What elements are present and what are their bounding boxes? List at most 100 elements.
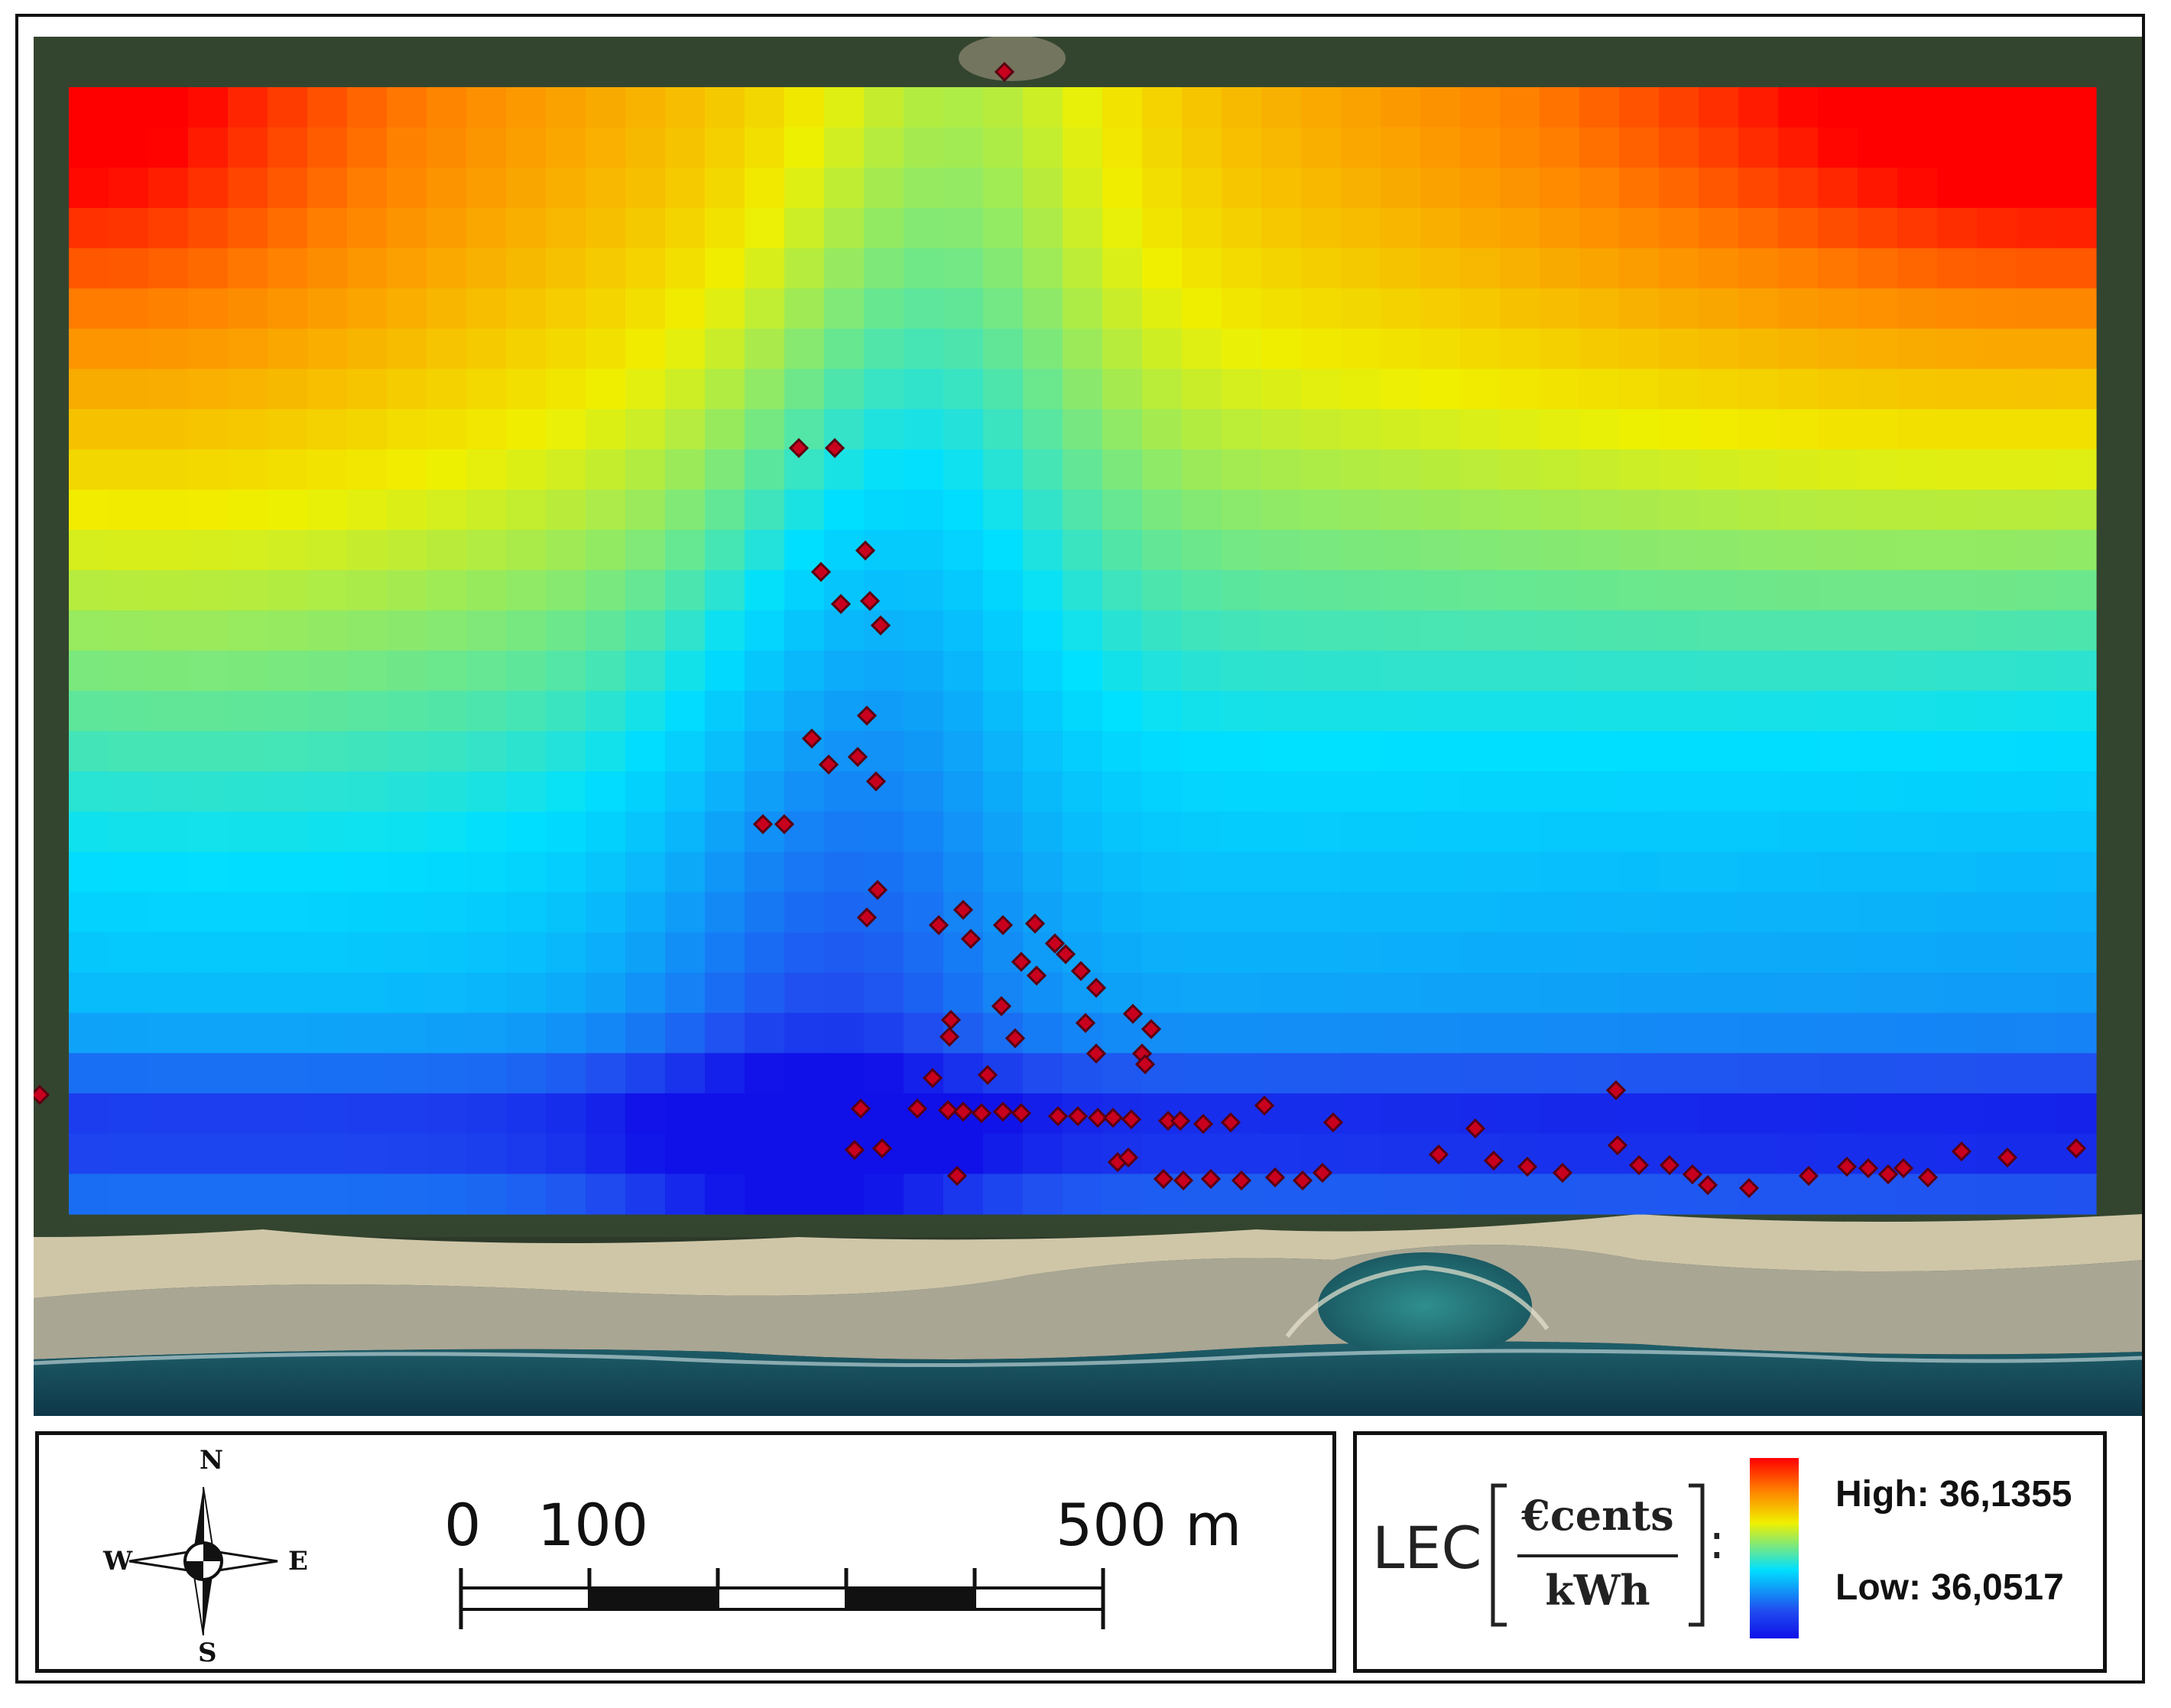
turbine-point[interactable] [1682,1164,1703,1185]
map-view[interactable] [34,37,2142,1416]
turbine-point[interactable] [1055,943,1076,965]
turbine-point[interactable] [1026,965,1047,986]
turbine-point[interactable] [992,914,1014,936]
turbine-point[interactable] [1428,1144,1449,1165]
turbine-point[interactable] [830,593,852,615]
raster-cell [1460,248,1501,289]
turbine-point[interactable] [1917,1167,1939,1188]
turbine-point[interactable] [1628,1154,1650,1176]
turbine-point[interactable] [952,899,974,921]
turbine-point[interactable] [928,914,949,936]
turbine-point[interactable] [1102,1107,1124,1128]
turbine-point[interactable] [871,1138,893,1159]
turbine-point[interactable] [946,1165,968,1187]
turbine-point[interactable] [977,1064,998,1086]
turbine-point[interactable] [1067,1106,1089,1127]
turbine-point[interactable] [1322,1112,1344,1133]
raster-cell [943,852,984,893]
raster-cell [307,891,348,934]
turbine-point[interactable] [844,1139,865,1161]
turbine-point[interactable] [1200,1168,1222,1190]
turbine-point[interactable] [992,1101,1014,1122]
turbine-point[interactable] [1858,1158,1879,1179]
turbine-point[interactable] [1264,1167,1286,1188]
turbine-point[interactable] [1011,1102,1032,1124]
raster-cell [1301,610,1342,651]
turbine-point[interactable] [1220,1112,1241,1133]
raster-cell [228,852,268,893]
turbine-point[interactable] [991,995,1012,1017]
turbine-point[interactable] [1231,1170,1252,1191]
turbine-point[interactable] [1193,1113,1214,1135]
turbine-point[interactable] [801,728,823,749]
turbine-point[interactable] [1118,1147,1139,1168]
turbine-point[interactable] [870,615,891,636]
turbine-point[interactable] [922,1067,943,1089]
turbine-point[interactable] [1153,1168,1174,1190]
turbine-point[interactable] [1836,1156,1858,1177]
turbine-point[interactable] [788,437,810,459]
turbine-point[interactable] [939,1026,960,1047]
turbine-point[interactable] [2066,1138,2087,1159]
turbine-point[interactable] [1086,977,1107,998]
turbine-point[interactable] [1697,1174,1718,1196]
turbine-point[interactable] [1044,933,1066,954]
turbine-point[interactable] [856,705,878,726]
raster-cell [228,973,268,1014]
turbine-point[interactable] [1086,1043,1107,1064]
turbine-point[interactable] [937,1099,959,1121]
turbine-point[interactable] [1024,913,1046,934]
turbine-point[interactable] [818,754,839,775]
turbine-point[interactable] [850,1098,871,1119]
turbine-point[interactable] [1075,1012,1096,1034]
turbine-point[interactable] [865,771,887,792]
turbine-point[interactable] [1738,1177,1760,1199]
turbine-point[interactable] [1659,1154,1680,1176]
turbine-point[interactable] [855,540,876,561]
turbine-point[interactable] [1134,1054,1156,1075]
raster-cell [268,852,308,893]
turbine-point[interactable] [1312,1162,1333,1184]
turbine-point[interactable] [1465,1118,1486,1139]
turbine-point[interactable] [1798,1165,1819,1187]
turbine-point[interactable] [1607,1135,1628,1156]
raster-cell [347,852,388,893]
turbine-point[interactable] [994,61,1015,83]
turbine-point[interactable] [1552,1162,1573,1184]
turbine-point[interactable] [952,1101,974,1122]
turbine-point[interactable] [859,590,881,612]
turbine-point[interactable] [1483,1150,1504,1171]
turbine-point[interactable] [1517,1156,1538,1177]
turbine-point[interactable] [1121,1109,1142,1130]
turbine-point[interactable] [960,928,982,950]
turbine-point[interactable] [971,1102,992,1124]
turbine-point[interactable] [1254,1095,1275,1116]
turbine-point[interactable] [1087,1107,1108,1128]
turbine-point[interactable] [1951,1141,1972,1162]
turbine-point[interactable] [867,879,888,901]
turbine-point[interactable] [824,437,845,459]
turbine-point[interactable] [1011,951,1032,973]
raster-cell [1778,530,1819,571]
turbine-point[interactable] [752,813,774,835]
turbine-point[interactable] [1877,1164,1899,1185]
turbine-point[interactable] [1047,1106,1069,1127]
turbine-point[interactable] [1141,1018,1162,1040]
turbine-point[interactable] [1070,960,1092,982]
turbine-point[interactable] [774,813,795,835]
turbine-point[interactable] [1170,1110,1191,1132]
turbine-point[interactable] [1605,1080,1627,1101]
turbine-point[interactable] [847,746,868,768]
turbine-point[interactable] [907,1098,928,1119]
turbine-point[interactable] [34,1084,50,1106]
turbine-point[interactable] [1122,1003,1144,1024]
turbine-point[interactable] [1173,1170,1194,1191]
raster-cell [1619,973,1660,1014]
turbine-point[interactable] [1292,1170,1313,1191]
turbine-point[interactable] [1004,1028,1026,1049]
turbine-point[interactable] [810,561,832,583]
raster-cell [784,852,825,893]
turbine-point[interactable] [856,907,878,928]
turbine-point[interactable] [1893,1158,1914,1179]
turbine-point[interactable] [1997,1147,2018,1168]
